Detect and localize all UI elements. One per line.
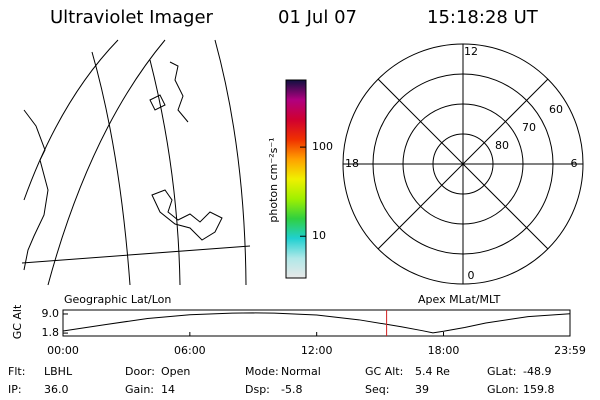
info-label: GLon:: [487, 383, 519, 396]
coastline: [23, 109, 49, 271]
polar-ring: [432, 133, 494, 195]
colorbar-tick-label: 10: [312, 229, 326, 242]
info-label: Gain:: [125, 383, 154, 396]
info-value: 159.8: [523, 383, 555, 396]
instrument-title: Ultraviolet Imager: [50, 7, 214, 28]
x-tick-label: 23:59: [554, 344, 586, 357]
x-tick-label: 12:00: [301, 344, 333, 357]
info-value: Open: [161, 365, 190, 378]
colorbar-label: photon cm⁻²s⁻¹: [267, 137, 280, 222]
x-tick-label: 18:00: [428, 344, 460, 357]
polar-ring: [402, 103, 524, 225]
info-label: Flt:: [8, 365, 25, 378]
time: 15:18:28 UT: [427, 7, 539, 28]
y-tick-label: 1.8: [42, 326, 60, 339]
x-tick-label: 00:00: [47, 344, 79, 357]
ring-label: 70: [522, 121, 536, 134]
map-grid: [47, 39, 166, 286]
colorbar: [285, 79, 307, 279]
y-axis-label: GC Alt: [11, 304, 24, 339]
coastline: [149, 94, 166, 111]
map-grid: [214, 39, 247, 286]
info-value: -5.8: [281, 383, 302, 396]
coastline: [169, 61, 189, 123]
info-value: 14: [161, 383, 175, 396]
polar-label: Apex MLat/MLT: [418, 293, 501, 306]
info-value: 5.4 Re: [415, 365, 450, 378]
date: 01 Jul 07: [278, 7, 357, 28]
info-label: Dsp:: [245, 383, 270, 396]
polar-spoke: [377, 78, 549, 250]
altitude-line: [62, 312, 571, 334]
coastline: [151, 189, 223, 241]
mlt-label: 18: [345, 157, 359, 170]
colorbar-tick-label: 100: [312, 140, 333, 153]
info-value: -48.9: [523, 365, 551, 378]
mlt-label: 6: [571, 157, 578, 170]
map-label: Geographic Lat/Lon: [64, 293, 171, 306]
y-tick-label: 9.0: [42, 307, 60, 320]
ring-label: 60: [549, 103, 563, 116]
mlt-label: 12: [464, 45, 478, 58]
info-value: 39: [415, 383, 429, 396]
info-label: Seq:: [365, 383, 389, 396]
mlt-label: 0: [468, 269, 475, 282]
info-label: Door:: [125, 365, 155, 378]
map-grid: [91, 51, 131, 286]
ring-label: 80: [495, 139, 509, 152]
map-grid: [23, 39, 119, 201]
info-value: Normal: [281, 365, 321, 378]
polar-ring: [372, 73, 554, 255]
map-grid: [149, 59, 181, 286]
x-tick-label: 06:00: [174, 344, 206, 357]
info-label: GC Alt:: [365, 365, 403, 378]
map-grid: [21, 245, 251, 264]
map: [21, 39, 251, 286]
info-value: LBHL: [44, 365, 73, 378]
info-label: IP:: [8, 383, 22, 396]
info-value: 36.0: [44, 383, 69, 396]
info-label: GLat:: [487, 365, 516, 378]
info-label: Mode:: [245, 365, 279, 378]
